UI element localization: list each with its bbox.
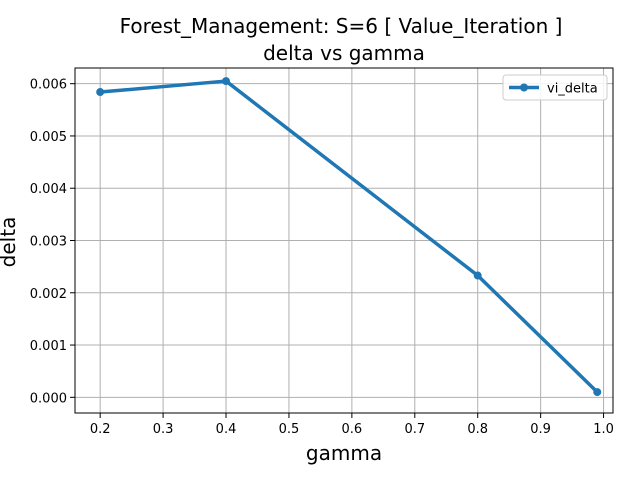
chart-subtitle: delta vs gamma — [263, 41, 425, 65]
series-layer — [96, 77, 602, 397]
y-tick-label: 0.006 — [30, 78, 67, 93]
x-tick-label: 0.3 — [153, 422, 174, 437]
y-tick-label: 0.004 — [30, 182, 67, 197]
y-tick-label: 0.005 — [30, 130, 67, 145]
legend-swatch-marker — [520, 83, 528, 92]
x-tick-label: 0.5 — [279, 422, 300, 437]
x-tick-label: 0.8 — [467, 422, 488, 437]
y-tick-label: 0.003 — [30, 235, 67, 250]
y-tick-label: 0.002 — [30, 287, 67, 302]
x-tick-label: 0.4 — [216, 422, 237, 437]
legend: vi_delta — [502, 74, 608, 101]
x-tick-label: 1.0 — [593, 422, 614, 437]
y-tick-label: 0.001 — [30, 339, 67, 354]
x-tick-label: 0.2 — [90, 422, 111, 437]
series-line — [98, 79, 600, 394]
data-point — [473, 271, 482, 280]
x-axis-label: gamma — [306, 441, 382, 465]
x-tick-label: 0.7 — [404, 422, 425, 437]
data-point — [593, 388, 602, 397]
grid-lines — [75, 68, 613, 413]
x-tick-label: 0.6 — [342, 422, 363, 437]
y-tick-label: 0.000 — [30, 391, 67, 406]
legend-label: vi_delta — [547, 82, 598, 97]
legend-box — [502, 74, 608, 101]
data-point — [222, 77, 231, 86]
y-axis-label: delta — [0, 217, 20, 268]
chart-title: Forest_Management: S=6 [ Value_Iteration… — [120, 14, 563, 38]
axis-ticks: 0.2 0.3 0.4 0.5 0.6 0.7 0.8 0.9 1.0 0.000 0.001 0.0… — [30, 78, 614, 437]
data-point — [96, 88, 105, 97]
x-tick-label: 0.9 — [530, 422, 551, 437]
